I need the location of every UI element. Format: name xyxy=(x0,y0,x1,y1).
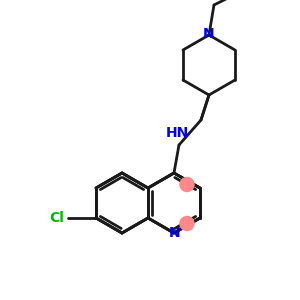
Text: N: N xyxy=(203,27,215,41)
Circle shape xyxy=(180,217,194,230)
Circle shape xyxy=(180,178,194,191)
Text: HN: HN xyxy=(165,126,189,140)
Text: Cl: Cl xyxy=(49,211,64,225)
Text: N: N xyxy=(169,226,181,240)
